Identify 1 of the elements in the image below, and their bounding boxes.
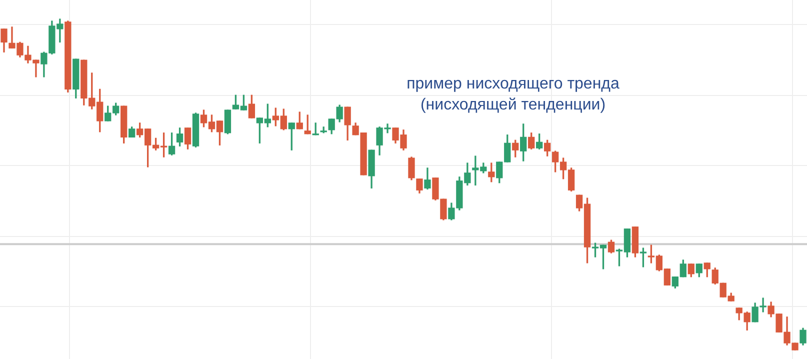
annotation: пример нисходящего тренда (нисходящей тенденции) — [406, 75, 620, 114]
